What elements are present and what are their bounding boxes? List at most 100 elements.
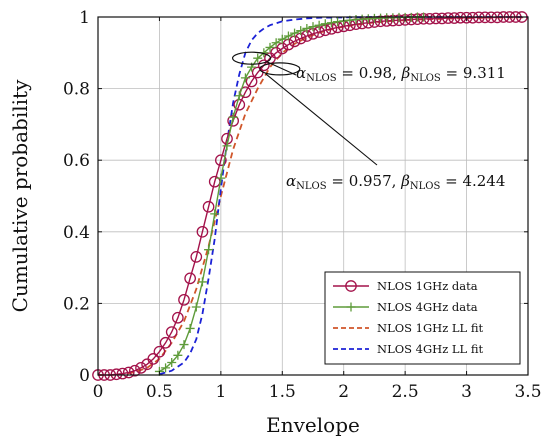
annotation-ellipse-low (259, 62, 301, 76)
data-point (234, 91, 244, 101)
series-line (98, 16, 528, 376)
data-point (210, 209, 220, 219)
data-point (270, 46, 282, 59)
data-point (308, 22, 318, 32)
data-point (167, 357, 177, 367)
data-point (197, 277, 207, 287)
data-point (302, 23, 312, 33)
x-tick-label: 2 (338, 382, 349, 402)
ticks: 0 0.5 1 1.5 2 2.5 3 3.5 0 0.2 0.4 0.6 0.8 1 (63, 8, 542, 402)
data-point (253, 53, 263, 63)
anno-high-beta-value: 9.311 (463, 64, 506, 82)
data-point (116, 367, 129, 380)
data-point (196, 225, 209, 238)
data-point (222, 141, 232, 151)
x-tick-label: 0 (93, 382, 104, 402)
anno-low-alpha: α (286, 172, 296, 190)
series-1 (154, 12, 429, 376)
legend-label: NLOS 4GHz data (377, 300, 478, 314)
data-point (326, 18, 336, 28)
data-point (172, 311, 184, 324)
y-axis-label: Cumulative probability (8, 79, 32, 312)
x-tick-label: 0.5 (146, 382, 173, 402)
data-point (430, 12, 442, 25)
annotation-leader-low (265, 73, 378, 166)
anno-low-beta-sub: NLOS (410, 181, 441, 192)
data-point (454, 11, 467, 24)
legend-item: NLOS 1GHz LL fit (333, 321, 484, 335)
data-point (161, 363, 171, 373)
data-point (320, 19, 330, 29)
anno-low-alpha-sub: NLOS (296, 181, 327, 192)
annotation-layer: αNLOS = 0.98, βNLOS = 9.311 αNLOS = 0.95… (231, 51, 506, 192)
data-point (129, 364, 141, 377)
data-point (265, 42, 275, 52)
data-point (228, 112, 238, 122)
data-point (179, 340, 189, 350)
anno-high-beta: β (401, 64, 411, 82)
y-tick-label: 0.8 (63, 80, 90, 100)
annotation-ellipse-high (231, 51, 272, 65)
data-point (178, 293, 190, 306)
legend-item: NLOS 4GHz LL fit (333, 342, 484, 356)
data-point (173, 350, 183, 360)
data-point (122, 366, 135, 379)
data-point (204, 245, 214, 255)
x-tick-label: 3.5 (514, 382, 541, 402)
x-tick-label: 1 (215, 382, 226, 402)
series-2 (98, 16, 528, 376)
x-tick-label: 2.5 (392, 382, 419, 402)
legend-item: NLOS 4GHz data (333, 300, 478, 314)
data-point (216, 173, 226, 183)
data-point (185, 323, 195, 333)
data-point (271, 38, 281, 48)
data-point (296, 26, 306, 36)
data-point (110, 368, 123, 381)
data-point (190, 251, 203, 263)
anno-high-alpha: α (296, 64, 306, 82)
data-point (240, 73, 250, 83)
legend-item: NLOS 1GHz data (333, 279, 478, 293)
data-point (135, 361, 147, 374)
data-point (159, 336, 172, 349)
data-point (147, 353, 160, 365)
anno-high-beta-sub: NLOS (410, 73, 441, 84)
legend-marker (345, 280, 357, 292)
legend: NLOS 1GHz data NLOS 4GHz data NLOS 1GHz LL… (324, 271, 521, 365)
data-point (442, 12, 454, 24)
data-point (290, 28, 300, 38)
annotation-low: αNLOS = 0.957, βNLOS = 4.244 (286, 172, 505, 192)
series-line (98, 16, 522, 376)
data-point (258, 59, 270, 72)
y-tick-label: 0 (79, 366, 90, 386)
x-axis-label: Envelope (266, 413, 360, 437)
legend-label: NLOS 4GHz LL fit (377, 342, 484, 356)
data-point (215, 154, 227, 167)
data-point (283, 31, 293, 41)
data-point (436, 12, 448, 25)
legend-label: NLOS 1GHz data (377, 279, 478, 293)
data-point (165, 326, 178, 338)
annotation-leader-high (267, 61, 297, 76)
data-point (460, 11, 473, 24)
data-point (314, 20, 324, 30)
anno-low-alpha-value: 0.957 (349, 172, 392, 190)
anno-high-alpha-sub: NLOS (306, 73, 337, 84)
y-tick-label: 0.6 (63, 151, 90, 171)
anno-low-beta: β (400, 172, 410, 190)
data-point (333, 17, 343, 27)
data-point (245, 75, 258, 88)
data-point (202, 200, 215, 213)
data-point (153, 345, 166, 358)
plot-frame (97, 16, 529, 376)
anno-high-alpha-value: 0.98 (359, 64, 392, 82)
x-tick-label: 1.5 (269, 382, 296, 402)
y-tick-label: 0.2 (63, 294, 90, 314)
data-point (277, 34, 287, 44)
data-point (466, 11, 479, 24)
y-tick-label: 0.4 (63, 223, 90, 243)
y-tick-label: 1 (79, 8, 90, 28)
data-point (423, 12, 436, 25)
legend-marker (346, 302, 356, 312)
